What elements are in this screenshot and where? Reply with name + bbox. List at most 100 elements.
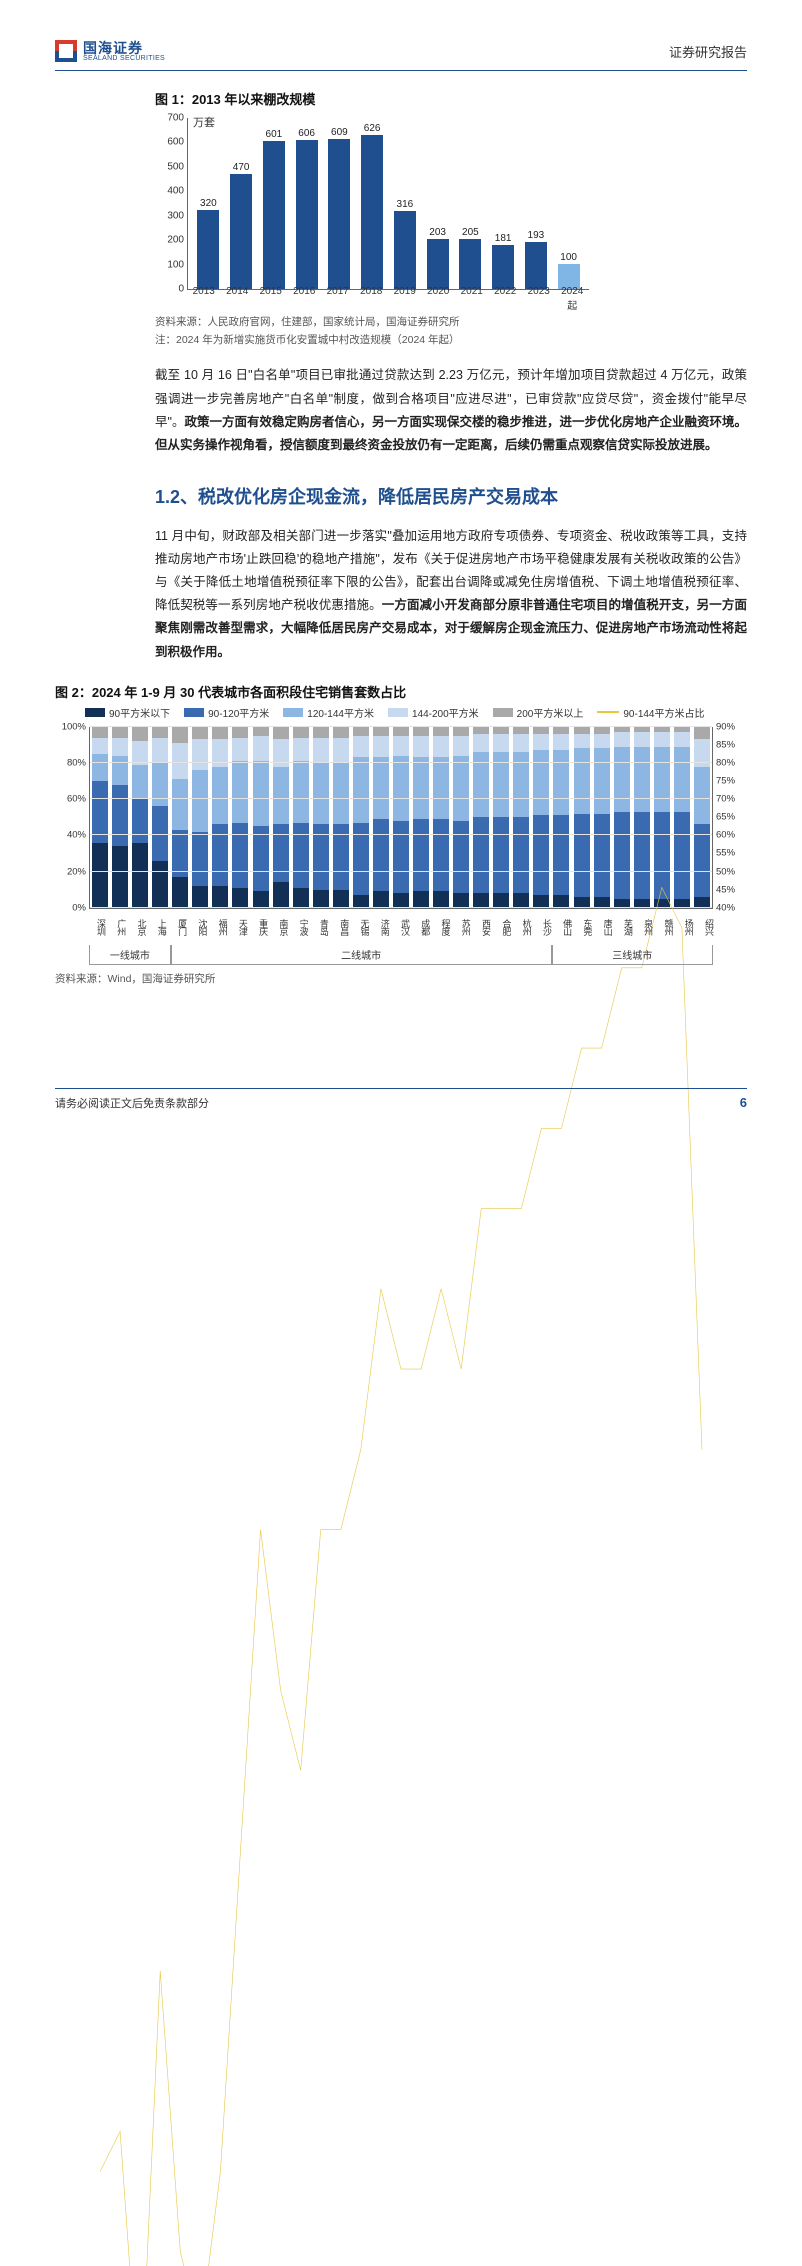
chart2-segment	[533, 815, 549, 895]
chart2-segment	[393, 727, 409, 736]
chart2-segment	[533, 750, 549, 815]
chart2-segment	[273, 767, 289, 825]
chart2-yL: 40%	[60, 830, 86, 841]
chart2-segment	[192, 739, 208, 770]
chart2-segment	[232, 761, 248, 823]
chart2-xtick: 济南	[373, 919, 389, 935]
chart2-segment	[674, 732, 690, 746]
chart2-segment	[132, 727, 148, 741]
chart2-segment	[92, 754, 108, 781]
chart2-xtick: 杭州	[515, 919, 531, 935]
chart2-segment	[553, 815, 569, 895]
chart2-xtick: 厦门	[170, 919, 186, 935]
chart2-segment	[192, 886, 208, 908]
chart2-segment	[614, 812, 630, 899]
chart2-segment	[112, 756, 128, 785]
chart1-xtick: 2020	[424, 286, 452, 312]
legend-item: 200平方米以上	[493, 705, 584, 720]
chart2-segment	[594, 814, 610, 897]
chart2-xtick: 重庆	[251, 919, 267, 935]
legend-item: 120-144平方米	[283, 705, 374, 720]
chart2-yR: 65%	[716, 812, 742, 823]
chart2-column	[273, 727, 289, 908]
chart2-segment	[192, 727, 208, 740]
chart1-bar	[525, 242, 547, 289]
chart2-xtick: 赣州	[656, 919, 672, 935]
chart2-segment	[373, 727, 389, 736]
legend-item: 90-144平方米占比	[597, 705, 704, 720]
chart2-segment	[393, 736, 409, 756]
chart2-xtick: 苏州	[454, 919, 470, 935]
chart2-yR: 55%	[716, 848, 742, 859]
chart2-column	[614, 727, 630, 908]
chart2-segment	[172, 779, 188, 830]
chart2-segment	[553, 750, 569, 815]
chart2-segment	[152, 861, 168, 908]
chart2-segment	[212, 727, 228, 740]
chart2-segment	[453, 756, 469, 821]
chart2-segment	[353, 757, 369, 822]
header-doc-type: 证券研究报告	[669, 42, 747, 61]
chart1-xtick: 2023	[525, 286, 553, 312]
chart2-segment	[473, 727, 489, 734]
legend-item: 144-200平方米	[388, 705, 479, 720]
chart2-xtick: 武汉	[393, 919, 409, 935]
chart2-segment	[574, 748, 590, 813]
chart2-segment	[253, 736, 269, 761]
chart1-ytick: 600	[158, 137, 184, 148]
chart1-xtick: 2024起	[558, 286, 586, 312]
chart1-bar-label: 205	[462, 227, 479, 238]
chart2-segment	[574, 814, 590, 897]
chart2-segment	[433, 757, 449, 819]
chart2-column	[172, 727, 188, 908]
chart2-yL: 100%	[60, 721, 86, 732]
chart2-yR: 85%	[716, 739, 742, 750]
chart1-bar-label: 203	[429, 227, 446, 238]
chart2-segment	[232, 738, 248, 762]
chart2-segment	[232, 888, 248, 908]
chart2-segment	[493, 727, 509, 734]
chart2-segment	[453, 893, 469, 907]
chart2-xtick: 南昌	[332, 919, 348, 935]
chart2-xtick: 成都	[413, 919, 429, 935]
chart2-segment	[413, 727, 429, 736]
chart2-xtick: 泉州	[636, 919, 652, 935]
chart2-yL: 0%	[60, 902, 86, 913]
chart2-segment	[654, 747, 670, 812]
logo-mark-icon	[55, 40, 77, 62]
chart2-segment	[594, 748, 610, 813]
chart2-segment	[333, 763, 349, 825]
chart2-xtick: 无锡	[352, 919, 368, 935]
chart2-column	[574, 727, 590, 908]
chart2-yL: 60%	[60, 794, 86, 805]
chart2-xtick: 扬州	[677, 919, 693, 935]
chart2-xtick: 合肥	[494, 919, 510, 935]
chart2-legend: 90平方米以下90-120平方米120-144平方米144-200平方米200平…	[85, 705, 747, 720]
chart2-yR: 80%	[716, 757, 742, 768]
chart2-segment	[634, 747, 650, 812]
chart2-segment	[513, 817, 529, 893]
chart2-segment	[654, 732, 670, 746]
chart2-xtick: 天津	[231, 919, 247, 935]
chart1-bar	[328, 139, 350, 289]
chart2-xtick: 北京	[130, 919, 146, 935]
chart2-column	[413, 727, 429, 908]
chart2-segment	[433, 727, 449, 736]
chart1-ytick: 500	[158, 161, 184, 172]
chart2-yR: 60%	[716, 830, 742, 841]
chart2-segment	[353, 736, 369, 758]
chart2-segment	[393, 756, 409, 821]
chart2-yL: 20%	[60, 866, 86, 877]
chart2-segment	[594, 727, 610, 734]
chart2-segment	[112, 738, 128, 756]
chart2-segment	[413, 736, 429, 758]
chart1-xtick: 2021	[458, 286, 486, 312]
chart2-segment	[373, 891, 389, 907]
chart2-xtick: 上海	[150, 919, 166, 935]
chart2-xtick: 佛山	[555, 919, 571, 935]
chart2-column	[533, 727, 549, 908]
chart1-bar	[361, 135, 383, 289]
chart1-bar	[394, 211, 416, 289]
chart2-column	[333, 727, 349, 908]
chart2-group-label: 一线城市	[89, 945, 171, 965]
